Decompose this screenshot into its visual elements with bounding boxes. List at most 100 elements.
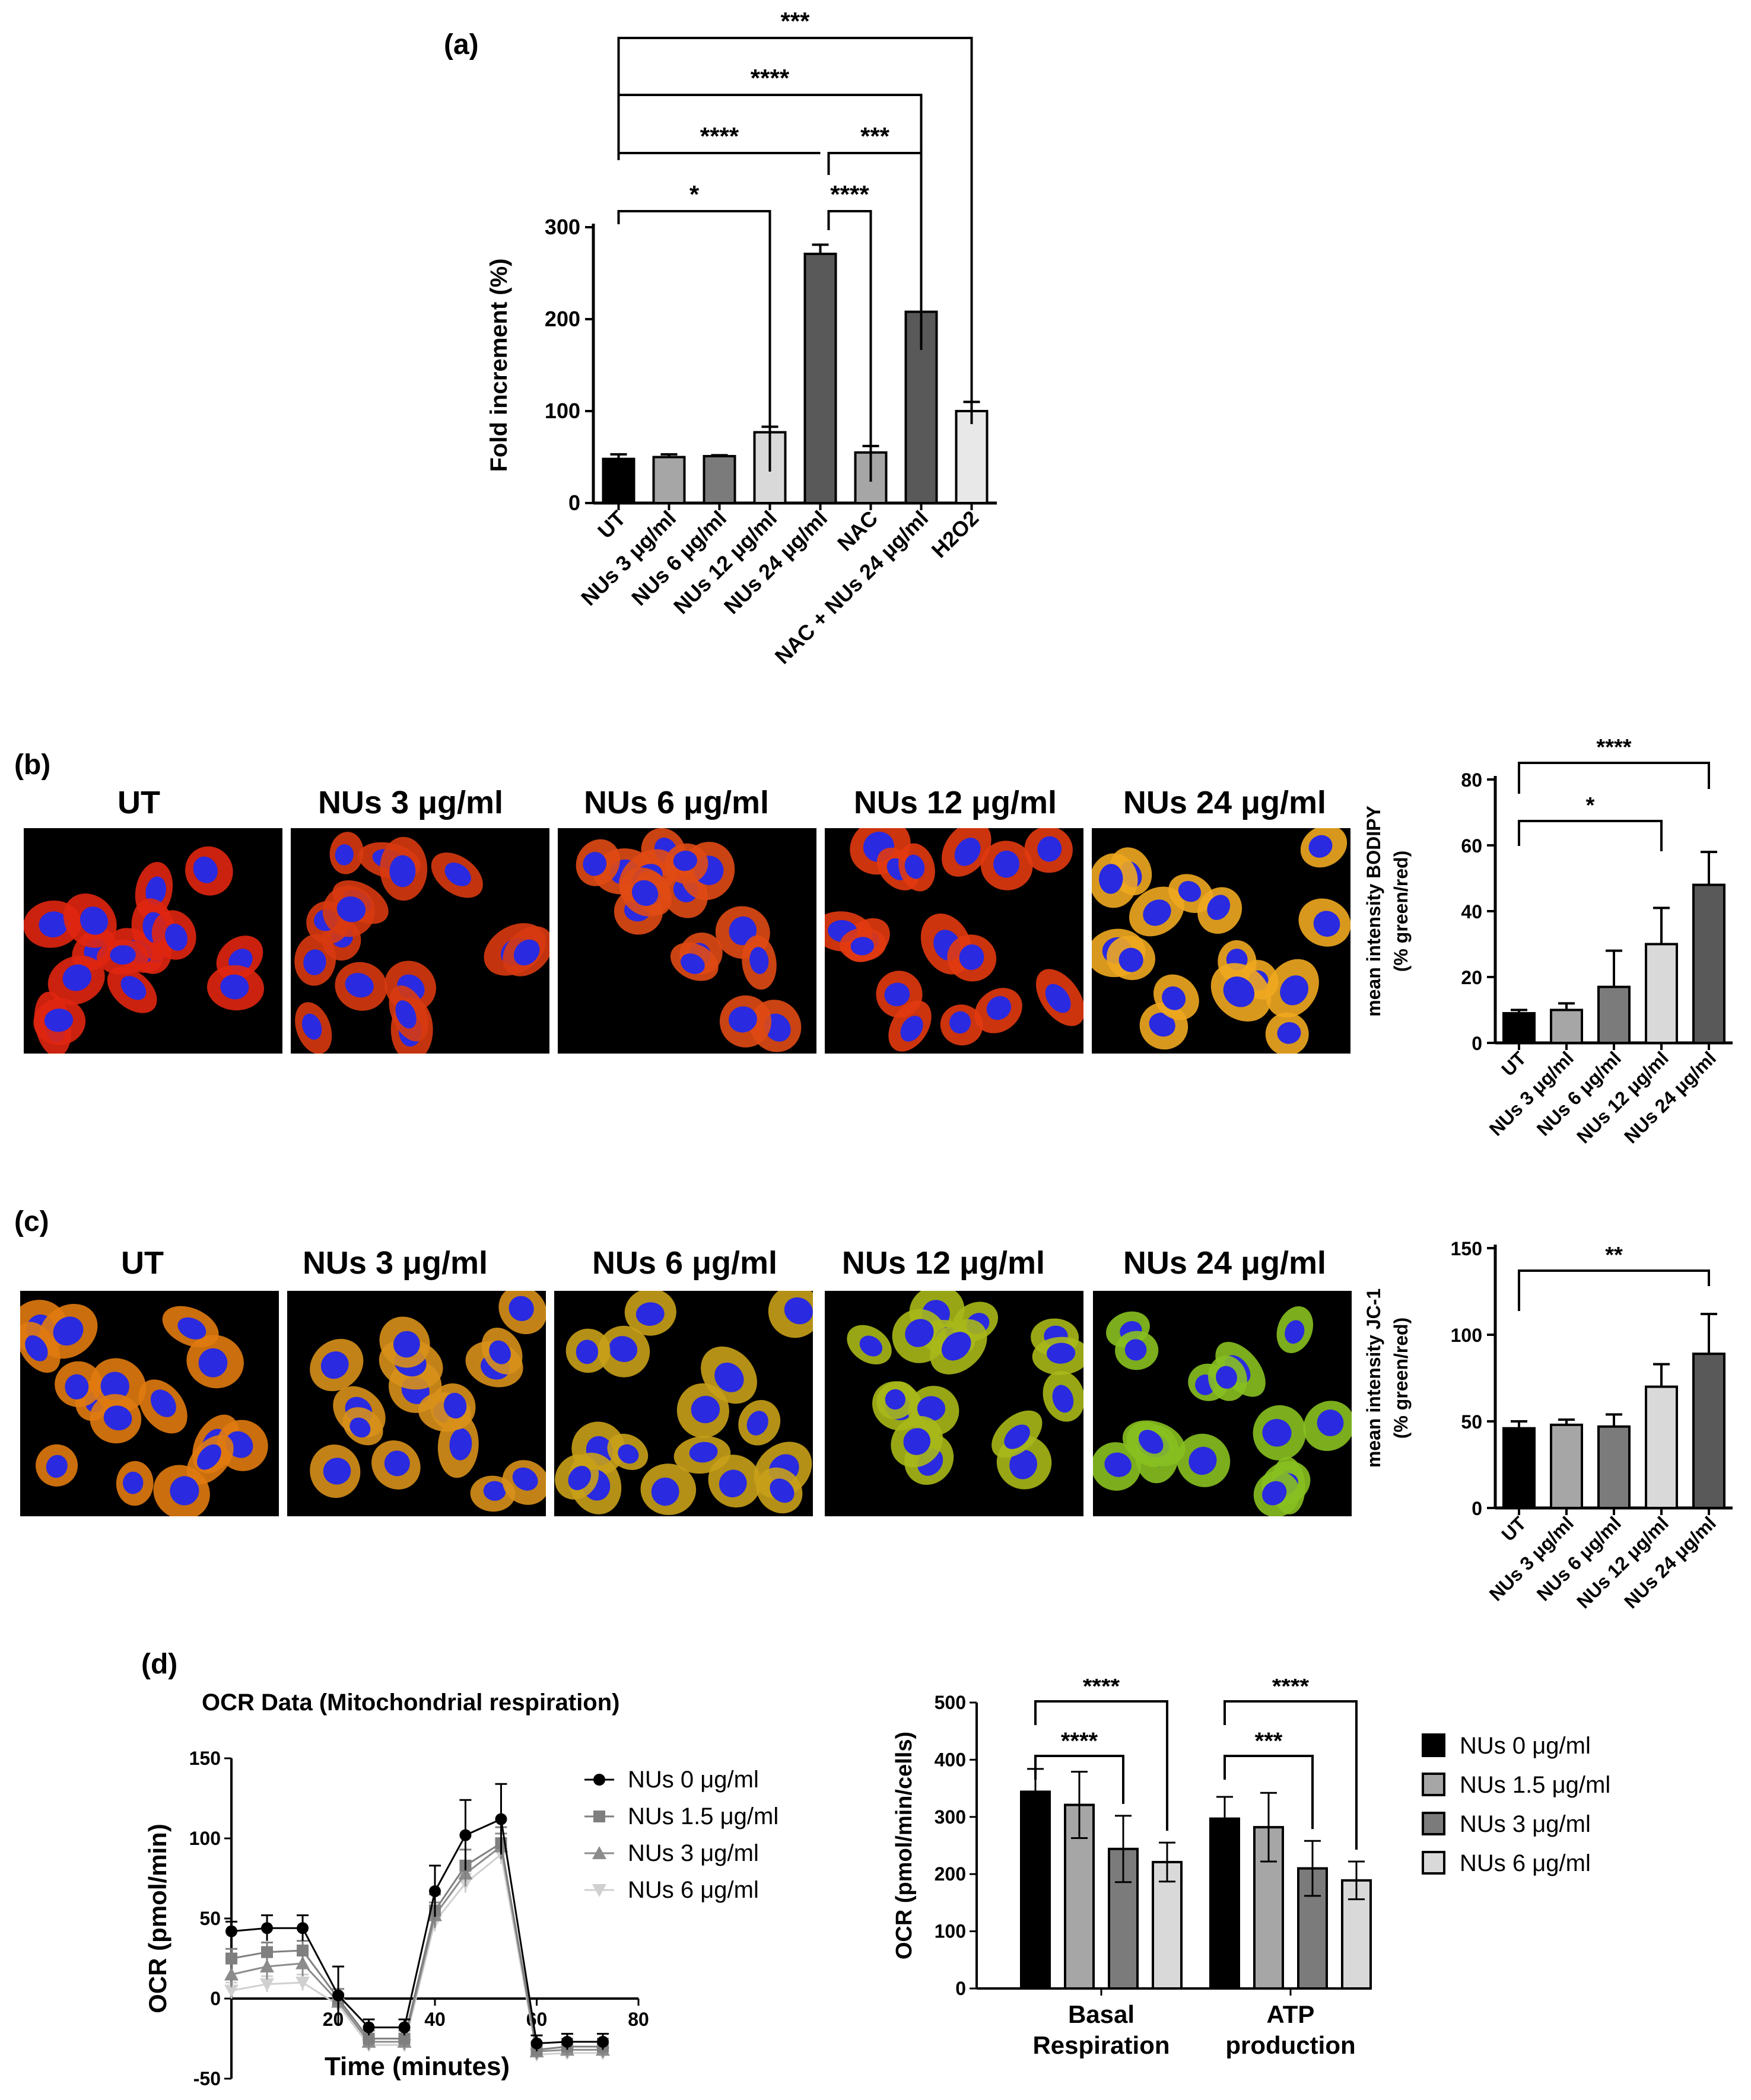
y-tick-label: 40 [1461,901,1482,922]
data-point [332,1989,345,2002]
cell-nucleus [959,944,984,971]
cell-nucleus [1280,975,1308,1006]
cell-nucleus [941,1332,971,1361]
data-point [561,2035,573,2048]
micrograph-c-3 [825,1291,1083,1516]
y-axis-label-line2: (% green/red) [1390,851,1412,972]
cell-nucleus [323,1458,351,1485]
bar [652,456,686,504]
legend-label: NUs 1.5 μg/ml [628,1803,778,1829]
panel-label-b: (b) [14,749,51,781]
bar [1692,1353,1725,1509]
y-tick-label: 60 [1461,835,1482,857]
cell-nucleus [1045,984,1071,1013]
cell-nucleus [1052,1385,1074,1413]
significance-label: **** [1061,1728,1098,1754]
cell-nucleus [1308,835,1333,858]
cell-nucleus [62,964,92,991]
significance-bracket [827,152,921,175]
significance-label: **** [1596,735,1631,760]
cell-nucleus [1124,1339,1147,1361]
data-point [297,1945,309,1956]
data-point [224,1984,239,1998]
significance-bracket [1518,1269,1710,1311]
data-point [225,1925,237,1937]
micrograph-b-0 [24,828,282,1054]
cell-nucleus [449,1428,472,1461]
y-tick-label: 50 [1461,1411,1482,1433]
data-point [495,1813,507,1825]
significance-bracket [1518,820,1663,851]
cell-nucleus [905,1319,934,1347]
significance-bracket [1224,1700,1358,1850]
cell-nucleus [885,1389,905,1410]
cell-nucleus [1118,947,1143,972]
y-tick-label: 400 [935,1749,966,1770]
cell-nucleus [320,1351,349,1379]
y-tick-label: 0 [210,1988,221,2009]
y-tick-label: 100 [545,399,580,423]
data-point [260,1959,275,1972]
y-tick-label: 80 [1461,769,1482,791]
cell-nucleus [103,1405,132,1431]
data-point [295,1977,310,1990]
cell-nucleus [729,1006,757,1033]
cell-nucleus [165,924,188,951]
data-point [398,2032,411,2045]
y-tick-label: 300 [545,215,580,239]
cell-nucleus [691,1396,720,1424]
y-axis-label: mean intensity JC-1 [1363,1288,1384,1468]
cell-nucleus [335,844,354,866]
significance-label: * [1586,793,1595,818]
x-tick-label: Basal [1068,2000,1135,2028]
mic-c-title-0: UT [121,1245,164,1281]
cell-nucleus [770,1478,795,1503]
cell-nucleus [1277,1022,1301,1044]
mic-b-title-1: NUs 3 μg/ml [317,785,504,820]
bar [1502,1012,1536,1044]
bar [1550,1008,1583,1044]
y-tick-label: 500 [935,1692,966,1713]
cell-nucleus [903,1428,931,1455]
cell-nucleus [1317,1409,1344,1436]
significance-bracket [618,94,923,350]
cell-nucleus [145,876,166,905]
legend-label: NUs 0 μg/ml [1460,1733,1591,1759]
x-tick-label: UT [1497,1047,1530,1080]
cell-nucleus [489,1340,511,1364]
micrograph-b-2 [558,828,816,1054]
bar [803,252,837,504]
significance-bracket [1034,1700,1168,1831]
bar [1597,985,1631,1044]
cell-nucleus [631,880,659,906]
cell-nucleus [25,1335,48,1361]
data-point [530,2037,543,2050]
cell-nucleus [681,953,705,974]
y-tick-label: 200 [545,307,580,331]
cell-nucleus [110,945,136,965]
ocr-line-title: OCR Data (Mitochondrial respiration) [202,1689,620,1716]
chart-d-bar: 0 100 200 300 400 500 OCR (pmol/min/cells) Basa… [892,1679,1610,2058]
cell-nucleus [1223,976,1255,1007]
cell-nucleus [443,1392,467,1419]
cell-nucleus [345,972,374,998]
y-tick-label: 0 [1472,1498,1482,1519]
cell-nucleus [576,1339,599,1364]
significance-bracket [617,37,973,424]
cell-nucleus [719,1469,747,1498]
legend-label: NUs 3 μg/ml [1460,1811,1591,1837]
data-point [297,1922,309,1934]
cell-nucleus [150,1389,176,1417]
significance-bracket [1518,762,1710,794]
mic-c-title-4: NUs 24 μg/ml [1123,1245,1327,1281]
y-tick-label: 0 [955,1978,966,1999]
cell-nucleus [444,863,471,886]
legend-marker [593,1774,605,1786]
cell-nucleus [1139,1430,1164,1454]
significance-bracket [617,210,771,472]
cell-nucleus [1037,836,1062,862]
bar [1152,1860,1183,1990]
cell-nucleus [513,939,540,966]
